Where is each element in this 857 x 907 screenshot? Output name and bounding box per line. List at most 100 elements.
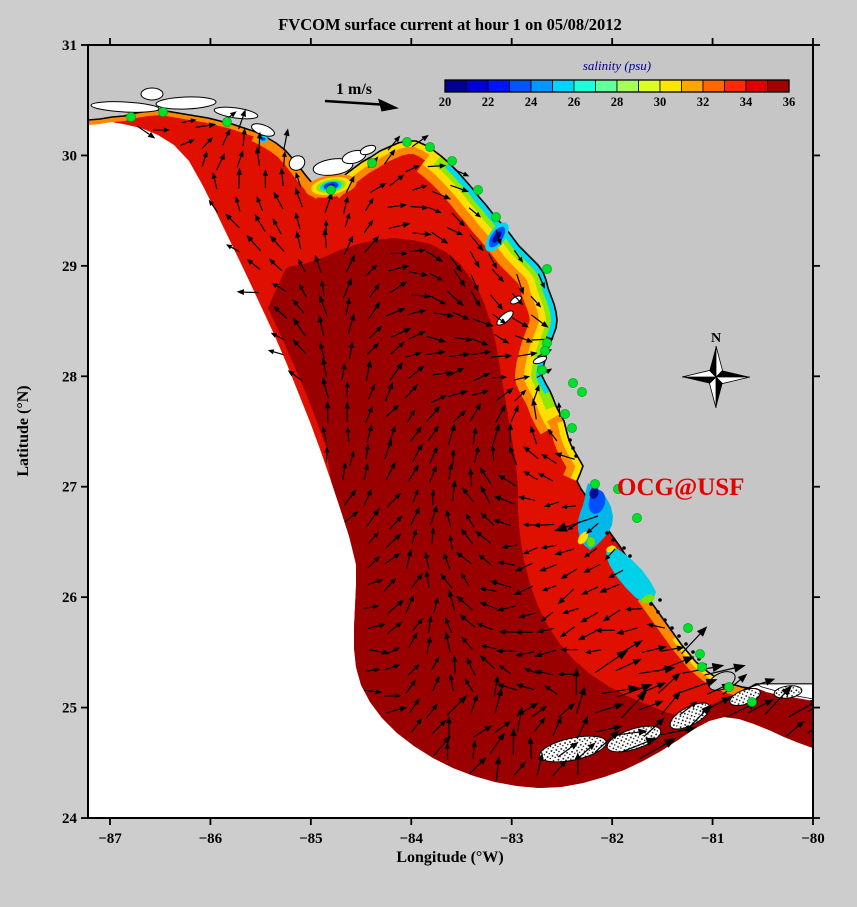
island (90, 101, 160, 113)
station-dot (697, 662, 707, 672)
estuary-patch (641, 594, 655, 604)
colorbar-cell (509, 79, 532, 93)
colorbar-tick-label: 28 (611, 95, 624, 109)
x-tick-label: −82 (600, 831, 624, 847)
colorbar-tick-label: 26 (568, 95, 581, 109)
estuary-patch (589, 487, 599, 499)
station-dot (447, 156, 457, 166)
colorbar-label: salinity (psu) (583, 58, 651, 73)
high-salinity-region (268, 238, 813, 788)
colorbar-cell (552, 79, 575, 93)
island (606, 725, 662, 753)
y-tick-label: 27 (62, 480, 78, 496)
coastal-islet (611, 538, 615, 542)
current-vector-heads (147, 109, 813, 769)
x-tick-label: −85 (299, 831, 323, 847)
station-dot (683, 623, 693, 633)
station-dot (542, 264, 552, 274)
station-dot (222, 117, 232, 127)
current-vector-shafts (137, 114, 813, 781)
coastal-islet (663, 618, 667, 622)
x-tick-label: −87 (98, 831, 122, 847)
island (251, 123, 275, 137)
colorbar-cell (573, 79, 596, 93)
station-dot (367, 158, 377, 168)
scale-arrow-shaft (324, 99, 382, 106)
colorbar-tick-label: 30 (654, 95, 667, 109)
colorbar-cell (659, 79, 682, 93)
station-dot (540, 346, 550, 356)
colorbar-tick-label: 20 (439, 95, 452, 109)
coastal-islet (677, 634, 681, 638)
y-tick-label: 29 (62, 259, 77, 275)
colorbar-cell (724, 79, 747, 93)
compass-north-label: N (711, 331, 721, 346)
coastal-islet (605, 531, 609, 535)
station-dot (326, 185, 336, 195)
island (155, 96, 217, 110)
y-tick-label: 24 (62, 811, 78, 827)
axes-layer: −87 −86 −85 −84 −83 −82 −81 −80 31 30 29 28 27 26 25 24 (62, 38, 825, 847)
station-dot (724, 682, 734, 692)
compass-rose-icon (715, 345, 723, 378)
colorbar-cell (466, 79, 489, 93)
island (288, 155, 306, 171)
x-tick-label: −80 (801, 831, 825, 847)
compass-rose-icon (715, 376, 751, 384)
x-tick-label: −83 (500, 831, 524, 847)
x-tick-label: −81 (701, 831, 725, 847)
island (532, 355, 548, 365)
colorbar-tick-label: 22 (482, 95, 495, 109)
colorbar-cell (487, 79, 510, 93)
station-dot (402, 137, 412, 147)
compass-rose-icon (709, 376, 717, 409)
coastal-islet (571, 446, 575, 450)
station-dot (695, 649, 705, 659)
y-tick-label: 25 (62, 701, 77, 717)
y-tick-label: 30 (62, 148, 77, 164)
compass-rose-icon (716, 370, 750, 377)
colorbar-cell (444, 79, 467, 93)
credit-label: OCG@USF (617, 474, 744, 501)
station-dot (537, 365, 547, 375)
y-tick-label: 28 (62, 369, 77, 385)
colorbar-tick-label: 36 (783, 95, 796, 109)
coastal-islet (658, 598, 662, 602)
compass-rose-icon (681, 370, 717, 378)
map-layers (88, 45, 813, 788)
coastal-islet (622, 546, 626, 550)
x-tick-label: −86 (199, 831, 223, 847)
annotation-layer: 20 22 24 26 28 30 32 34 36 (324, 79, 796, 409)
estuary-patch (587, 537, 595, 547)
x-axis-label: Longitude (°W) (396, 849, 503, 866)
x-tick-label: −84 (399, 831, 423, 847)
scale-arrow-label: 1 m/s (336, 81, 372, 98)
estuary-patch (577, 531, 589, 545)
station-dot (747, 697, 757, 707)
station-dot (491, 212, 501, 222)
y-tick-label: 26 (62, 590, 78, 606)
station-dot (568, 378, 578, 388)
colorbar-cell (638, 79, 661, 93)
coastal-islet (574, 454, 578, 458)
colorbar-cell (595, 79, 618, 93)
colorbar-tick-label: 32 (697, 95, 710, 109)
station-dot (613, 484, 623, 494)
colorbar-tick-label: 34 (740, 95, 753, 109)
colorbar-cell (616, 79, 639, 93)
colorbar-cell (702, 79, 725, 93)
station-dot (590, 479, 600, 489)
island (312, 158, 354, 176)
island (359, 144, 377, 156)
estuary-patch (606, 545, 656, 603)
station-dot (473, 185, 483, 195)
coastal-islet (649, 602, 653, 606)
compass-rose-icon (716, 377, 723, 408)
colorbar-cell (767, 79, 790, 93)
coastal-islet (684, 642, 688, 646)
colorbar-tick-label: 24 (525, 95, 538, 109)
island (140, 87, 164, 101)
colorbar-frame (444, 79, 790, 93)
coastal-islet (670, 626, 674, 630)
